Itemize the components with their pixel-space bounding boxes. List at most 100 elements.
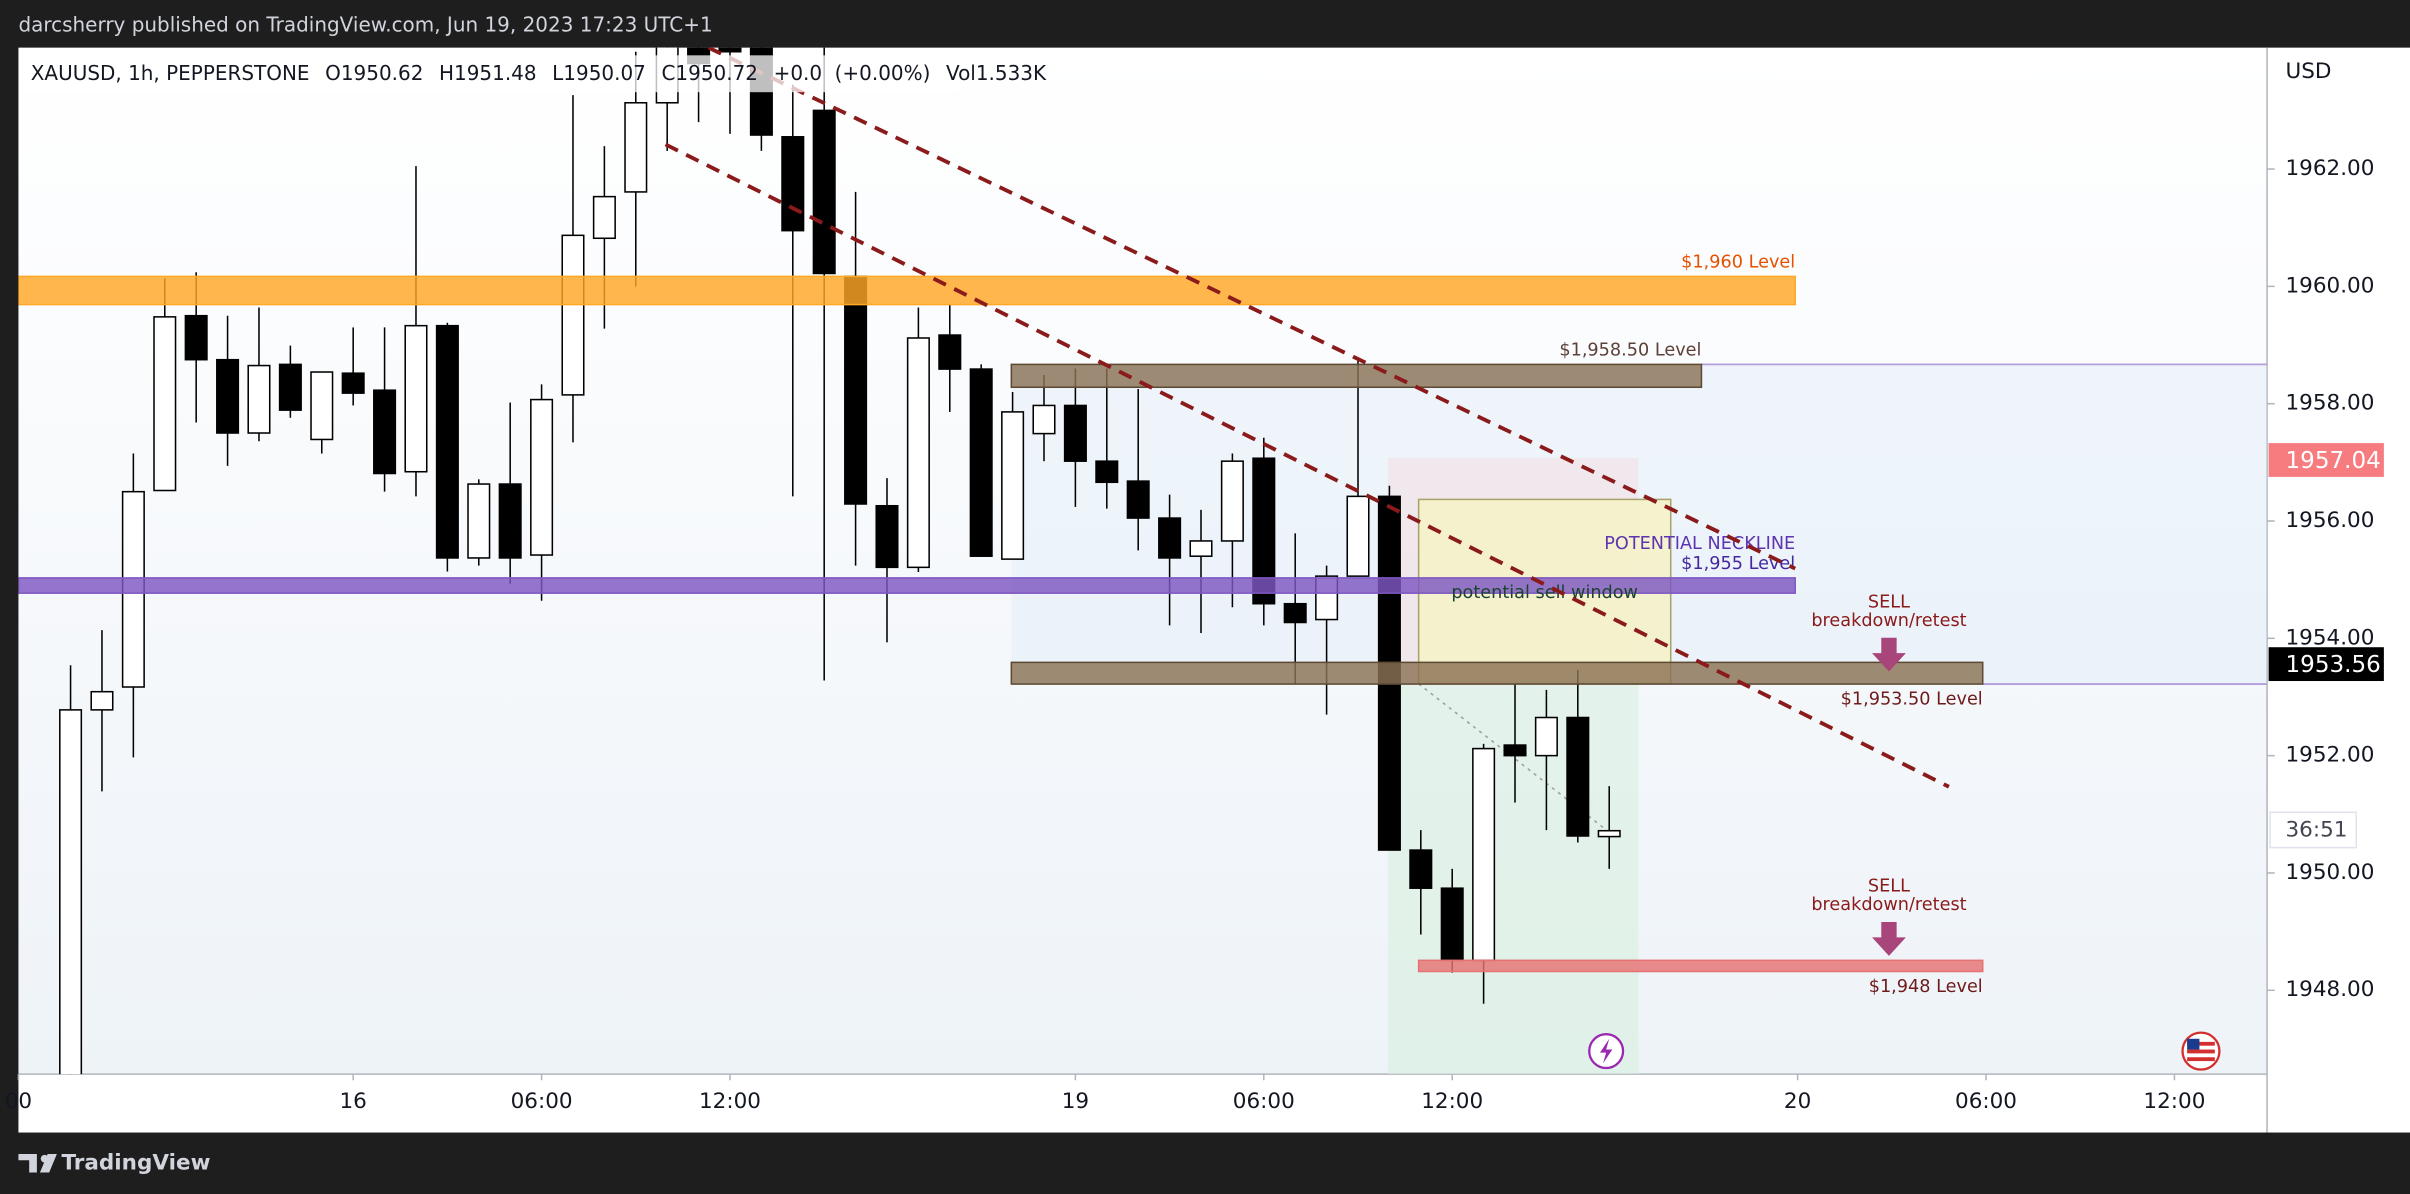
candle-down — [1095, 460, 1119, 484]
candle-up — [90, 690, 114, 711]
legend-volume: Vol1.533K — [946, 60, 1047, 84]
legend-change-pct: (+0.00%) — [835, 60, 931, 84]
level-zone — [1417, 959, 1984, 973]
legend-text: XAUUSD, 1h, PEPPERSTONE O1950.62 H1951.4… — [31, 60, 1047, 84]
candle-down — [341, 372, 365, 394]
candle-up — [530, 398, 554, 556]
candle-up — [1001, 411, 1025, 560]
legend-bg — [21, 55, 960, 93]
legend-close: C1950.72 — [661, 60, 758, 84]
drawings-front: $1,960 Level $1,958.50 Level $1,955 Level $… — [18, 47, 2268, 997]
candle-up — [624, 102, 648, 193]
candle-down — [1063, 404, 1087, 462]
legend-change: +0.0 — [774, 60, 823, 84]
countdown-box — [2269, 811, 2357, 849]
candle-up — [1472, 747, 1496, 962]
event-icon — [1588, 1033, 1625, 1070]
candle-up — [59, 709, 83, 1075]
candle-down — [1126, 480, 1150, 519]
candle-down — [844, 275, 868, 505]
candle-down — [435, 324, 459, 559]
level-zone — [18, 275, 1796, 306]
candle-up — [467, 483, 491, 559]
candle-down — [938, 334, 962, 370]
level-zone — [1010, 363, 1703, 389]
candle-down — [278, 363, 302, 411]
x-tick-label: 06:00 — [1233, 1089, 1295, 1114]
level-label: $1,958.50 Level — [1559, 341, 1701, 361]
level-label: $1,953.50 Level — [1841, 689, 1983, 709]
level-label: $1,948 Level — [1869, 977, 1983, 997]
candle-up — [1346, 495, 1370, 577]
x-tick-label: 12:00 — [699, 1089, 761, 1114]
trend-line — [664, 142, 1950, 789]
candle-down — [1440, 887, 1464, 962]
sell-title: SELL — [1868, 592, 1910, 612]
candle-up — [1534, 716, 1558, 757]
symbol: XAUUSD, 1h, PEPPERSTONE — [31, 60, 310, 84]
level-label: $1,960 Level — [1681, 253, 1795, 273]
candle-down — [718, 47, 742, 53]
candle-down — [184, 314, 208, 361]
price-badge-label: 1957.04 — [2286, 448, 2381, 474]
candle-up — [404, 324, 428, 473]
sell-window-label: potential sell window — [1451, 583, 1638, 603]
sell-subtitle: breakdown/retest — [1811, 611, 1966, 631]
axes: 1948.00 1950.00 1952.00 1954.00 1956.00 1958.… — [5, 156, 2384, 1114]
price-badge — [2268, 647, 2384, 682]
x-tick-label: 06:00 — [511, 1089, 573, 1114]
level-zone — [1010, 661, 1984, 685]
legend-high: H1951.48 — [439, 60, 537, 84]
price-badge-label: 1953.56 — [2286, 652, 2381, 678]
y-tick-label: 1952.00 — [2286, 743, 2375, 768]
currency: USD — [2286, 59, 2332, 84]
candle-down — [498, 483, 522, 559]
candle-down — [812, 109, 836, 275]
x-tick-label: 20 — [1784, 1089, 1811, 1114]
tv-logo — [18, 1154, 57, 1173]
y-tick-label: 1958.00 — [2286, 391, 2375, 416]
y-tick-label: 1954.00 — [2286, 625, 2375, 650]
candle-up — [153, 316, 177, 492]
candle-down — [1409, 849, 1433, 889]
plot-area — [18, 47, 2268, 1075]
candle-up — [1032, 404, 1056, 435]
trend-line — [707, 47, 1797, 571]
candle-up — [247, 364, 271, 434]
neckline-label: POTENTIAL NECKLINE — [1604, 534, 1795, 554]
candle-down — [969, 368, 993, 557]
candle-up — [1220, 460, 1244, 542]
publish-header: darcsherry published on TradingView.com,… — [18, 13, 712, 37]
y-tick-label: 1948.00 — [2286, 977, 2375, 1002]
x-tick-label: 12:00 — [1421, 1089, 1483, 1114]
x-tick-label: 00 — [5, 1089, 32, 1114]
candle-down — [875, 504, 899, 569]
projection — [1418, 683, 1607, 831]
y-tick-label: 1962.00 — [2286, 156, 2375, 181]
candle-down — [216, 358, 240, 434]
legend-open: O1950.62 — [325, 60, 423, 84]
candle-down — [1566, 716, 1590, 837]
candle-up — [1189, 540, 1213, 557]
x-tick-label: 16 — [339, 1089, 366, 1114]
y-tick-label: 1956.00 — [2286, 508, 2375, 533]
sell-subtitle: breakdown/retest — [1811, 895, 1966, 915]
candle-down — [1283, 602, 1307, 624]
time-axis — [18, 1074, 2268, 1133]
sell-title: SELL — [1868, 877, 1910, 897]
candles — [59, 47, 1621, 1075]
sell-arrow — [1872, 637, 1906, 672]
candle-down — [1252, 457, 1276, 605]
x-tick-label: 19 — [1062, 1089, 1089, 1114]
legend: XAUUSD, 1h, PEPPERSTONE O1950.62 H1951.4… — [21, 55, 1047, 93]
candle-up — [906, 337, 930, 569]
sell-arrow — [1872, 922, 1906, 956]
x-tick-label: 06:00 — [1955, 1089, 2017, 1114]
price-axis — [2267, 47, 2410, 1133]
candle-up — [310, 371, 334, 441]
brand: TradingView — [61, 1150, 210, 1175]
x-tick-label: 12:00 — [2143, 1089, 2205, 1114]
countdown: 36:51 — [2286, 818, 2348, 843]
